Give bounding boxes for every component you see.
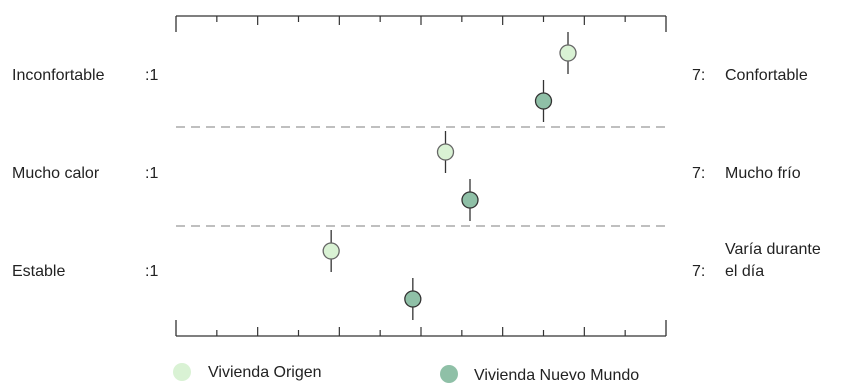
legend-swatch-vivienda-origen bbox=[173, 363, 191, 381]
row2-right-value: 7: bbox=[692, 165, 705, 182]
row3-right-value: 7: bbox=[692, 263, 705, 280]
row3-left-label: Estable bbox=[12, 263, 65, 280]
point-vivienda-origen-row3 bbox=[322, 242, 340, 260]
row3-right-label-line1: Varía durante bbox=[725, 241, 821, 258]
row2-right-label: Mucho frío bbox=[725, 165, 801, 182]
legend-label-vivienda-origen: Vivienda Origen bbox=[208, 364, 322, 381]
row1-left-value: :1 bbox=[145, 67, 158, 84]
legend-swatch-vivienda-nuevo-mundo bbox=[440, 365, 458, 383]
row3-right-label-line2: el día bbox=[725, 263, 764, 280]
row3-left-value: :1 bbox=[145, 263, 158, 280]
row1-left-label: Inconfortable bbox=[12, 67, 105, 84]
row2-left-label: Mucho calor bbox=[12, 165, 100, 182]
point-vivienda-nuevo-mundo-row2 bbox=[461, 191, 479, 209]
row1-right-value: 7: bbox=[692, 67, 705, 84]
point-vivienda-nuevo-mundo-row1 bbox=[534, 92, 553, 110]
point-vivienda-origen-row1 bbox=[559, 44, 577, 62]
row2-left-value: :1 bbox=[145, 165, 158, 182]
row1-right-label: Confortable bbox=[725, 67, 808, 84]
legend-label-vivienda-nuevo-mundo: Vivienda Nuevo Mundo bbox=[474, 367, 639, 384]
point-vivienda-nuevo-mundo-row3 bbox=[404, 290, 422, 308]
point-vivienda-origen-row2 bbox=[436, 143, 455, 161]
